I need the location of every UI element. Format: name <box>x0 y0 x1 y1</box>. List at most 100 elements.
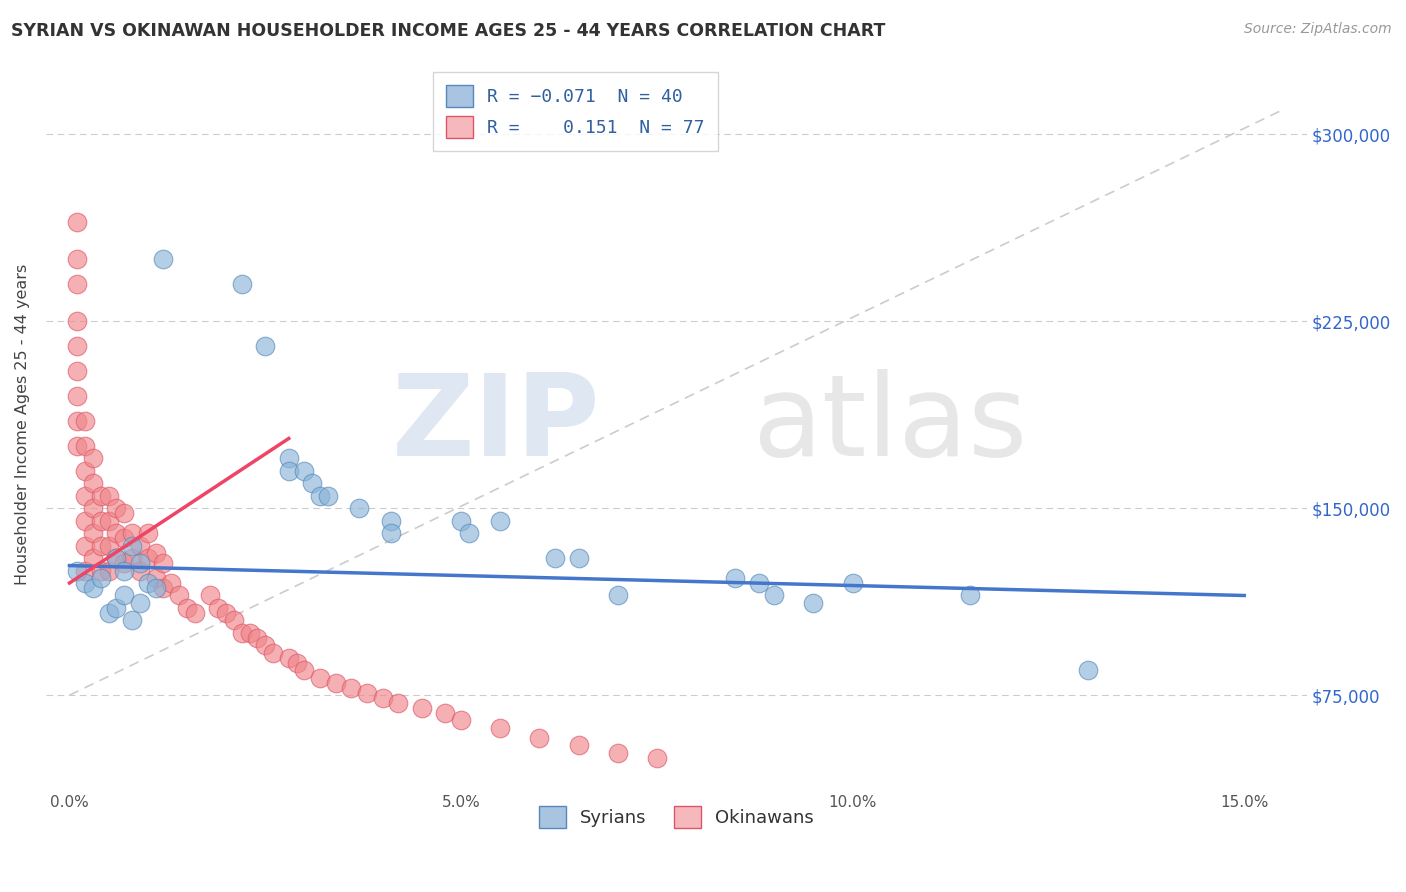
Point <box>97 606 120 620</box>
Point <box>152 556 174 570</box>
Point <box>748 576 770 591</box>
Point <box>152 252 174 266</box>
Point <box>529 731 551 745</box>
Point <box>105 551 128 566</box>
Point <box>200 589 222 603</box>
Point <box>66 314 89 328</box>
Point <box>121 614 143 628</box>
Point <box>75 576 97 591</box>
Point <box>97 489 120 503</box>
Point <box>90 489 112 503</box>
Point <box>90 564 112 578</box>
Point <box>121 526 143 541</box>
Point <box>567 738 589 752</box>
Point <box>82 451 104 466</box>
Point <box>356 686 378 700</box>
Text: SYRIAN VS OKINAWAN HOUSEHOLDER INCOME AGES 25 - 44 YEARS CORRELATION CHART: SYRIAN VS OKINAWAN HOUSEHOLDER INCOME AG… <box>11 22 886 40</box>
Point <box>277 451 299 466</box>
Point <box>145 546 167 560</box>
Point <box>380 526 402 541</box>
Point <box>316 489 339 503</box>
Point <box>112 564 135 578</box>
Point <box>645 750 668 764</box>
Point <box>105 601 128 615</box>
Point <box>75 489 97 503</box>
Point <box>544 551 567 566</box>
Point <box>129 564 152 578</box>
Point <box>277 650 299 665</box>
Point <box>82 526 104 541</box>
Point <box>121 539 143 553</box>
Point <box>75 514 97 528</box>
Point <box>145 571 167 585</box>
Point <box>136 576 159 591</box>
Point <box>97 514 120 528</box>
Point <box>66 339 89 353</box>
Point <box>105 526 128 541</box>
Point <box>841 576 863 591</box>
Point <box>75 464 97 478</box>
Point <box>380 514 402 528</box>
Point <box>1077 663 1099 677</box>
Point <box>803 596 825 610</box>
Point <box>450 514 472 528</box>
Point <box>112 531 135 545</box>
Point <box>66 277 89 291</box>
Point <box>167 589 190 603</box>
Text: atlas: atlas <box>752 369 1028 480</box>
Point <box>411 700 433 714</box>
Point <box>66 439 89 453</box>
Point <box>246 631 269 645</box>
Point <box>160 576 183 591</box>
Point <box>959 589 981 603</box>
Point <box>254 638 277 652</box>
Point <box>82 551 104 566</box>
Point <box>606 589 628 603</box>
Point <box>231 277 253 291</box>
Point <box>82 501 104 516</box>
Point <box>567 551 589 566</box>
Point <box>262 646 284 660</box>
Point <box>176 601 198 615</box>
Point <box>129 539 152 553</box>
Point <box>75 564 97 578</box>
Point <box>450 713 472 727</box>
Point <box>222 614 245 628</box>
Point <box>301 476 323 491</box>
Point <box>457 526 479 541</box>
Point <box>207 601 229 615</box>
Point <box>349 501 371 516</box>
Point <box>66 252 89 266</box>
Point <box>82 476 104 491</box>
Point <box>129 556 152 570</box>
Point <box>489 514 512 528</box>
Point <box>145 581 167 595</box>
Point <box>82 581 104 595</box>
Point <box>97 539 120 553</box>
Point <box>90 514 112 528</box>
Point <box>75 414 97 428</box>
Point <box>66 214 89 228</box>
Point <box>75 439 97 453</box>
Point <box>606 746 628 760</box>
Point <box>239 626 262 640</box>
Point <box>325 675 347 690</box>
Legend: Syrians, Okinawans: Syrians, Okinawans <box>531 799 821 836</box>
Point <box>112 556 135 570</box>
Point <box>387 696 409 710</box>
Point <box>97 564 120 578</box>
Point <box>66 564 89 578</box>
Point <box>136 526 159 541</box>
Point <box>152 581 174 595</box>
Point <box>112 506 135 520</box>
Point <box>294 663 316 677</box>
Point <box>66 364 89 378</box>
Point <box>75 539 97 553</box>
Point <box>724 571 747 585</box>
Point <box>277 464 299 478</box>
Point <box>66 389 89 403</box>
Point <box>285 656 308 670</box>
Point <box>215 606 238 620</box>
Point <box>105 501 128 516</box>
Point <box>105 551 128 566</box>
